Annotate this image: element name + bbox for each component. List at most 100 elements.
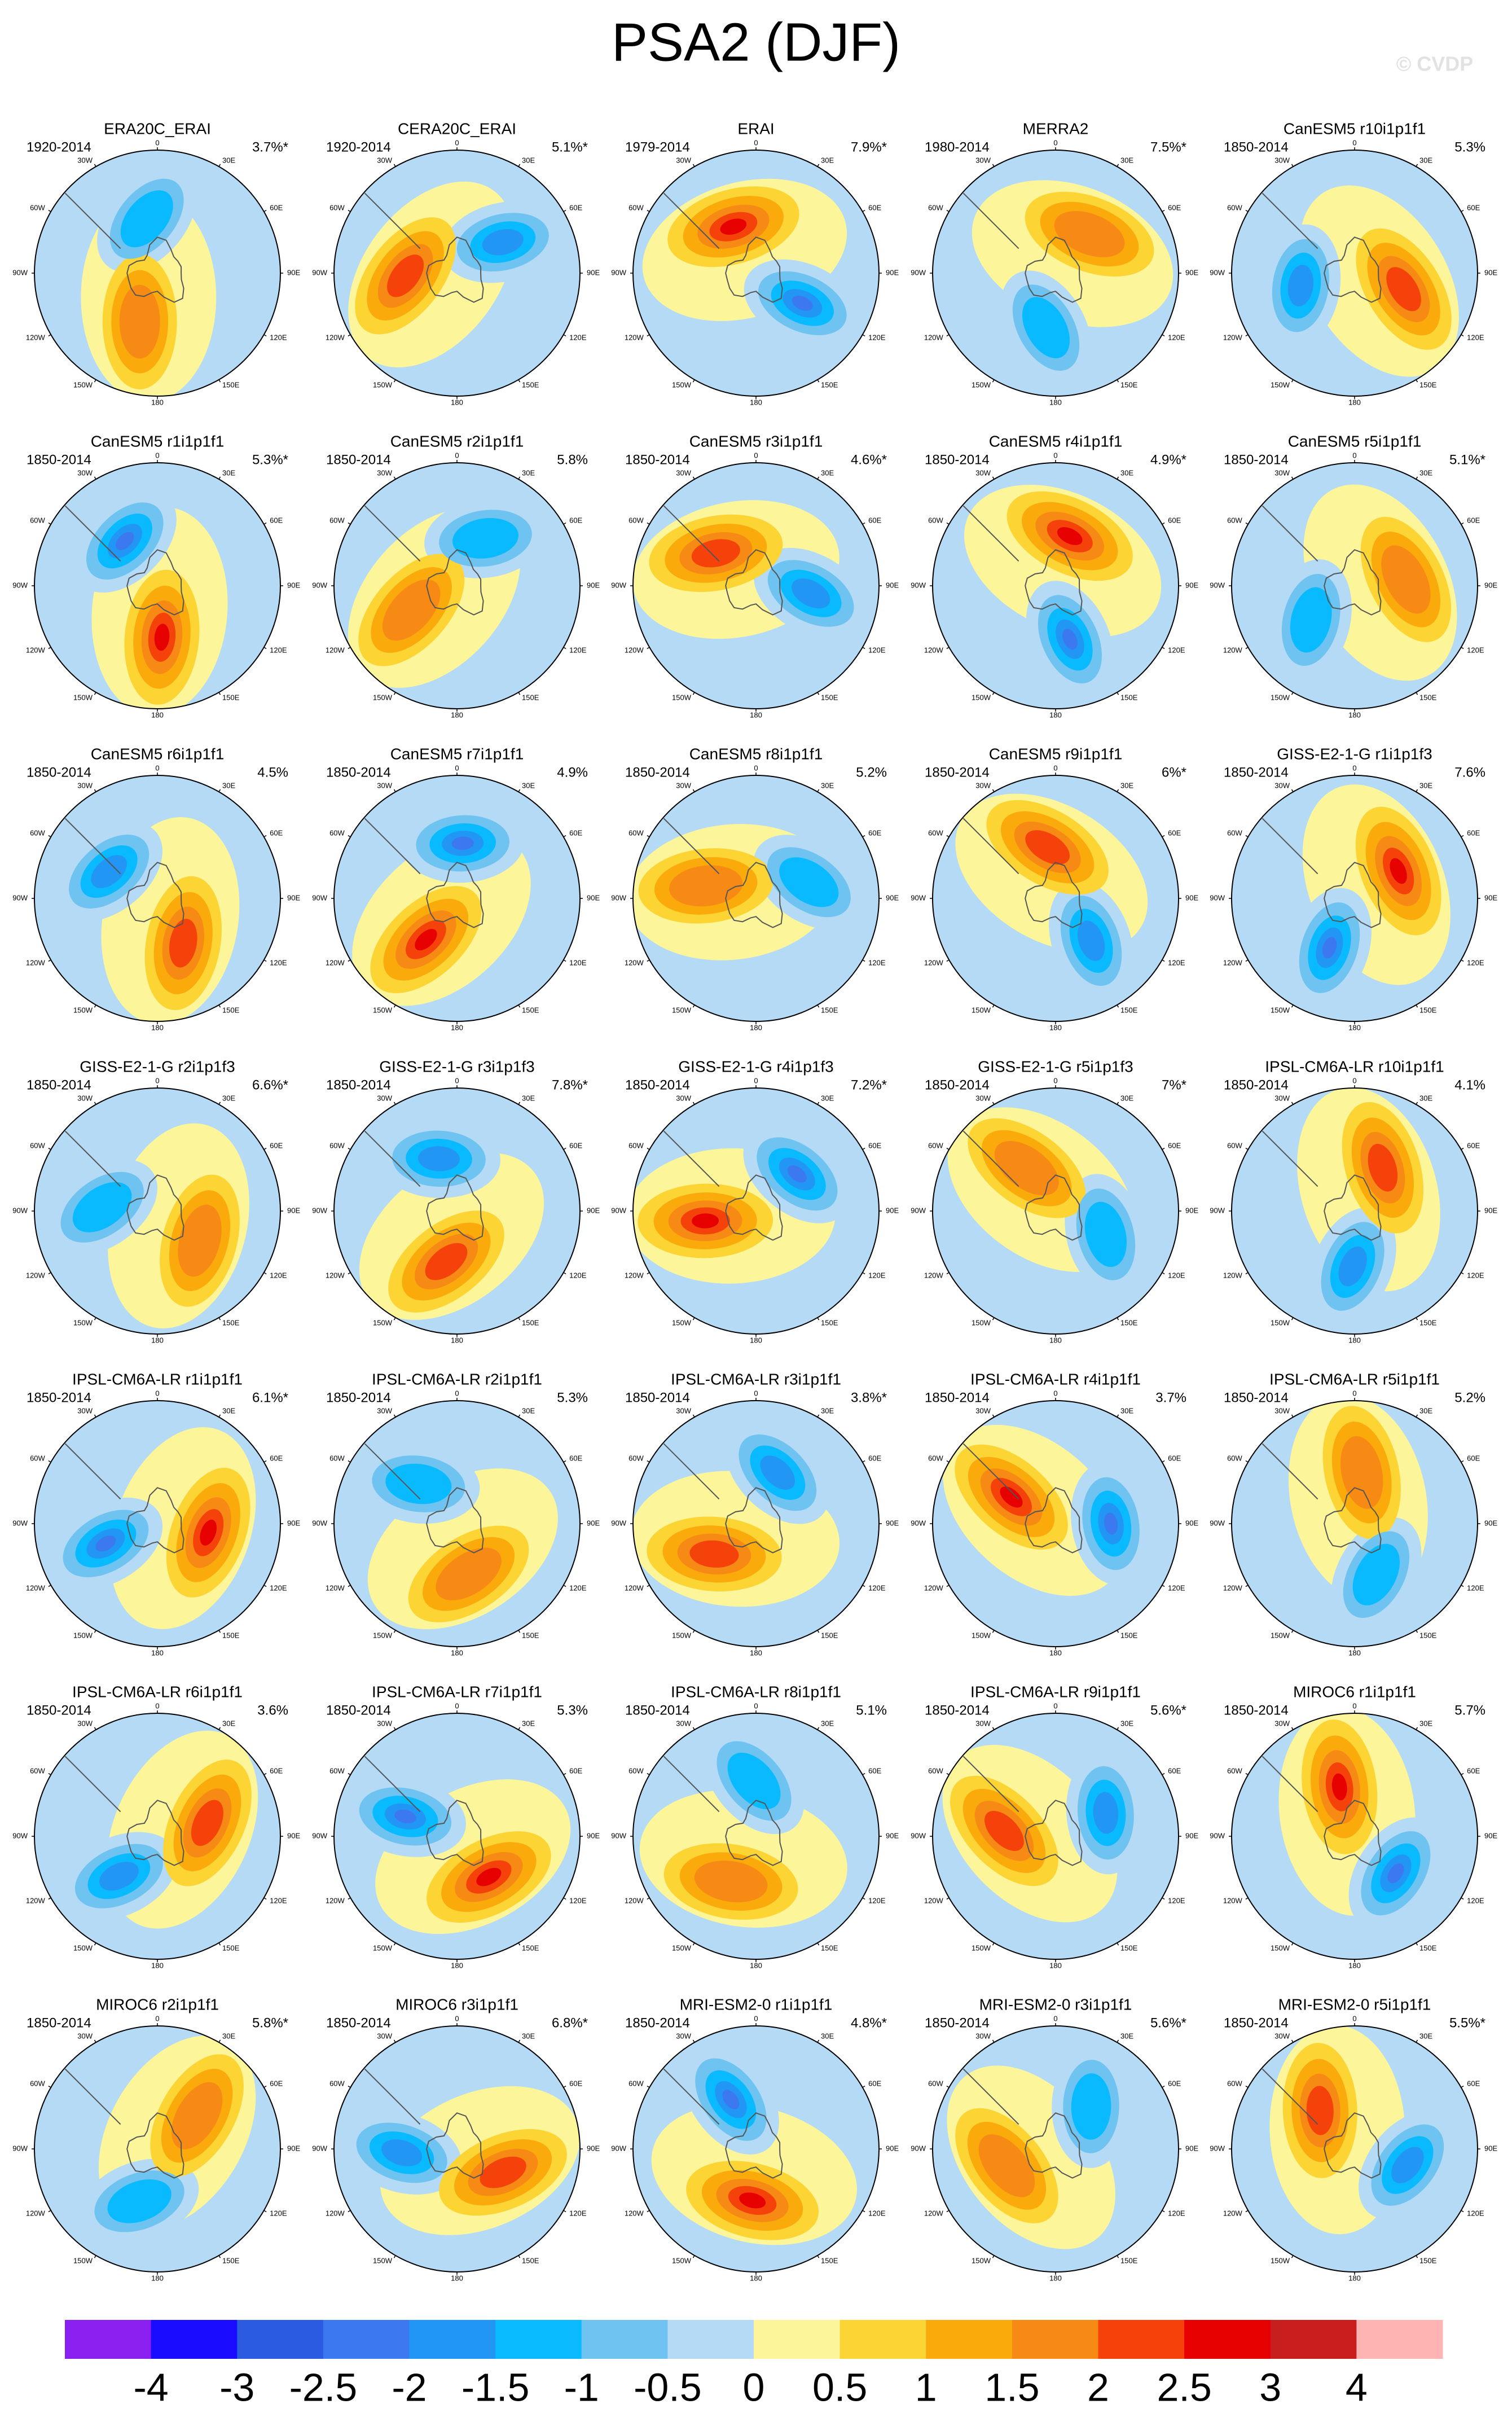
lon-label: 150E [222, 694, 240, 702]
lon-label: 90W [12, 2144, 28, 2152]
coastline [663, 1443, 720, 1500]
lon-label: 30E [522, 1094, 535, 1102]
map-panel: IPSL-CM6A-LR r6i1p1f1 1850-2014 3.6% 0 30E 60… [12, 1683, 300, 1969]
panel-period: 1850-2014 [1224, 1703, 1289, 1718]
lon-label: 60E [868, 1141, 881, 1150]
lon-tick [692, 2255, 695, 2258]
map-panel: IPSL-CM6A-LR r8i1p1f1 1850-2014 5.1% 0 30E 60… [611, 1683, 899, 1969]
lon-tick [1416, 379, 1418, 383]
lon-label: 0 [1352, 1701, 1356, 1710]
field-contour [669, 865, 743, 907]
panel-variance: 3.6% [257, 1703, 288, 1718]
lon-label: 30W [377, 781, 392, 789]
map-field [933, 775, 1179, 1021]
lon-label: 180 [151, 2274, 164, 2282]
lon-label: 120W [1223, 958, 1243, 967]
map-field [1232, 150, 1478, 396]
lon-label: 30E [1419, 468, 1432, 477]
colorbar-swatch [323, 2320, 410, 2359]
map-field [1232, 775, 1478, 1021]
lon-label: 120E [868, 958, 886, 967]
lon-tick [1245, 1773, 1249, 1775]
lon-label: 90W [1210, 2144, 1225, 2152]
lon-tick [94, 1102, 96, 1105]
coastline [1324, 236, 1382, 303]
map-panel: CanESM5 r2i1p1f1 1850-2014 5.8% 0 30E 60E 90E 1… [312, 432, 600, 719]
lon-label: 120W [26, 1271, 46, 1279]
lon-label: 30W [676, 1094, 691, 1102]
coastline [426, 1487, 484, 1554]
lon-label: 60W [329, 2079, 345, 2087]
lon-label: 90E [886, 1519, 899, 1527]
lon-label: 120W [326, 1271, 345, 1279]
lon-label: 120E [1467, 333, 1484, 341]
panel-variance: 7.8%* [552, 1077, 588, 1093]
lon-label: 30E [522, 1406, 535, 1415]
lon-tick [563, 2085, 566, 2088]
lon-label: 90W [911, 2144, 926, 2152]
lon-tick [518, 1942, 521, 1946]
lon-label: 90E [1185, 1206, 1198, 1214]
lon-tick [94, 1004, 96, 1008]
lon-label: 30W [975, 2032, 991, 2040]
lon-label: 150E [821, 381, 838, 389]
lon-label: 150W [73, 381, 93, 389]
lon-tick [348, 1460, 351, 1463]
lon-tick [48, 959, 51, 962]
panel-variance: 7.9%* [851, 139, 887, 155]
lon-tick [1117, 1317, 1119, 1321]
lon-label: 30E [522, 1719, 535, 1727]
lon-label: 0 [155, 1389, 159, 1397]
lon-tick [1245, 959, 1249, 962]
lon-label: 120W [924, 1271, 944, 1279]
lon-label: 30E [1419, 156, 1432, 164]
lon-tick [1416, 2039, 1418, 2043]
coastline [126, 1800, 184, 1866]
lon-tick [1461, 1460, 1464, 1463]
coastline [126, 2112, 184, 2179]
lon-label: 60E [569, 203, 582, 212]
lon-label: 150W [73, 1319, 93, 1327]
figure-title: PSA2 (DJF) [612, 12, 900, 72]
lon-tick [946, 209, 950, 212]
lon-label: 90W [611, 581, 626, 589]
lon-tick [94, 2255, 96, 2258]
map-panel: IPSL-CM6A-LR r1i1p1f1 1850-2014 6.1%* 0 30E 6… [12, 1370, 300, 1657]
field-contour [480, 2156, 526, 2188]
lon-label: 150W [672, 1631, 692, 1640]
panel-title: CanESM5 r2i1p1f1 [390, 432, 524, 450]
lon-label: 150W [672, 381, 692, 389]
lon-tick [692, 379, 695, 383]
map-panel: CanESM5 r4i1p1f1 1850-2014 4.9%* 0 30E 60E 90E… [911, 432, 1198, 719]
lon-tick [1245, 835, 1249, 837]
lon-tick [946, 835, 950, 837]
lon-label: 90E [1185, 268, 1198, 277]
lon-label: 120W [326, 1896, 345, 1905]
map-field [334, 150, 580, 396]
lon-tick [1461, 209, 1464, 212]
lon-label: 30E [1419, 2032, 1432, 2040]
lon-tick [817, 1414, 820, 1418]
panel-period: 1850-2014 [27, 1077, 91, 1093]
lon-label: 150E [522, 1319, 539, 1327]
coastline [962, 2068, 1019, 2125]
field-contour [727, 1752, 781, 1810]
lon-tick [1461, 2210, 1464, 2213]
map-field [933, 1401, 1179, 1647]
lon-tick [1245, 1272, 1249, 1275]
lon-label: 120E [1467, 1271, 1484, 1279]
lon-tick [94, 1630, 96, 1633]
lon-label: 30W [676, 468, 691, 477]
colorbar-tick-label: 1.5 [984, 2365, 1039, 2409]
coastline [725, 862, 783, 928]
lon-label: 150W [1271, 2257, 1290, 2265]
map-field [34, 775, 280, 1021]
panel-variance: 5.1% [856, 1703, 887, 1718]
map-field [334, 775, 580, 1021]
lon-label: 150E [522, 1631, 539, 1640]
lon-tick [218, 379, 221, 383]
lon-label: 30W [77, 781, 93, 789]
lon-tick [817, 2039, 820, 2043]
lon-label: 150W [1271, 694, 1290, 702]
lon-tick [817, 1942, 820, 1946]
